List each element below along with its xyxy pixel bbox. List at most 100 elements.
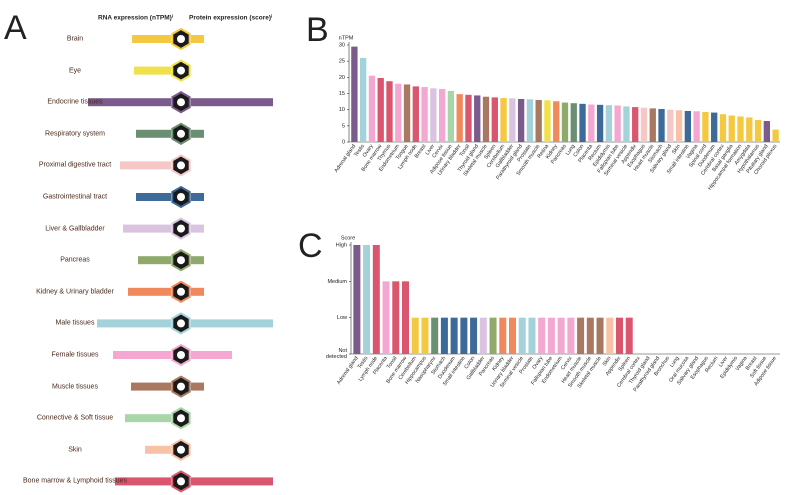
bar: [711, 112, 718, 142]
rna-bar: [136, 129, 171, 138]
bar: [465, 94, 472, 142]
rna-bar: [125, 414, 171, 423]
y-tick-label: 15: [339, 91, 345, 97]
bar: [470, 317, 478, 354]
protein-bar: [191, 351, 232, 359]
bar: [553, 101, 560, 142]
column-header: RNA expression (nTPM)ⁱ: [98, 13, 173, 22]
bar: [615, 317, 624, 354]
bar: [579, 103, 586, 142]
bar: [440, 317, 448, 354]
bar: [517, 98, 525, 142]
protein-bar: [191, 319, 273, 328]
tissue-label: Liver & Gallbladder: [45, 225, 105, 233]
bar: [772, 129, 779, 142]
bar: [431, 317, 439, 354]
bar: [684, 110, 692, 142]
bar: [649, 108, 656, 142]
bar: [746, 117, 753, 142]
bar: [518, 317, 526, 354]
bar: [456, 94, 463, 142]
rna-bar: [123, 224, 171, 233]
x-tick-label: Skin: [602, 355, 613, 367]
protein-bar: [191, 287, 204, 296]
bar: [382, 281, 390, 354]
bar: [360, 57, 367, 142]
bar: [372, 245, 380, 354]
bar: [447, 90, 455, 142]
protein-bar: [191, 477, 273, 486]
bar: [508, 317, 517, 354]
tissue-icon-glyph: [177, 414, 185, 423]
bar: [658, 109, 665, 142]
tissue-label: Endocrine tissues: [47, 98, 103, 106]
tissue-icon-glyph: [177, 319, 185, 328]
tissue-icon-glyph: [177, 445, 185, 454]
bar: [430, 88, 437, 142]
tissue-label: Eye: [68, 67, 82, 75]
bar: [544, 100, 551, 142]
bar: [702, 111, 709, 142]
bar: [606, 317, 614, 354]
bar: [526, 99, 534, 142]
rna-bar: [132, 35, 171, 43]
tissue-label: Kidney & Urinary bladder: [36, 288, 114, 296]
bar: [567, 317, 575, 354]
rna-bar: [138, 256, 171, 265]
bar: [438, 88, 446, 142]
y-tick-label: Low: [337, 315, 347, 321]
bar: [351, 46, 358, 142]
rna-bar: [113, 351, 171, 359]
y-axis-label: Score: [341, 235, 355, 241]
tissue-label: Skin: [68, 446, 82, 454]
rna-bar: [120, 161, 171, 170]
bar: [557, 317, 565, 354]
bar: [489, 317, 497, 354]
bar: [596, 104, 604, 142]
y-tick-label: 10: [339, 107, 345, 113]
tissue-label: Pancreas: [60, 256, 90, 264]
bar: [623, 106, 630, 142]
bar: [460, 317, 468, 354]
rna-bar: [88, 98, 171, 107]
bar: [392, 281, 400, 354]
bar: [596, 317, 604, 354]
y-tick-label: High: [336, 242, 347, 248]
bar: [754, 120, 762, 142]
bar: [479, 317, 487, 354]
bar: [693, 111, 700, 142]
bar: [538, 317, 546, 354]
y-tick-label: 0: [342, 139, 345, 145]
tissue-label: Muscle tissues: [52, 383, 98, 391]
bar: [728, 115, 735, 142]
bar: [401, 281, 410, 354]
tissue-icon-glyph: [177, 66, 185, 75]
bar: [395, 83, 402, 142]
y-tick-label: Not detected: [326, 348, 348, 360]
tissue-label: Connective & Soft tissue: [36, 414, 114, 422]
panel-letter: B: [306, 11, 329, 49]
x-tick-label: Adrenal gland: [334, 143, 358, 173]
x-tick-label: Lung: [565, 143, 577, 156]
bar: [353, 245, 361, 354]
bar: [509, 98, 516, 142]
bar: [667, 109, 674, 142]
bar: [412, 86, 419, 142]
tissue-label: Brain: [66, 35, 84, 43]
bar: [763, 120, 770, 142]
panel-letter: C: [298, 227, 323, 265]
column-header: Protein expression (score)ⁱ: [189, 13, 272, 22]
bar: [632, 107, 639, 142]
bar: [368, 75, 376, 142]
bar: [605, 105, 613, 142]
bar: [386, 81, 393, 142]
bar: [577, 317, 585, 354]
bar: [588, 104, 595, 142]
tissue-icon-glyph: [177, 193, 185, 201]
protein-bar: [191, 129, 204, 138]
rna-bar: [115, 477, 171, 486]
bar: [737, 116, 744, 142]
panel-letter: A: [4, 9, 27, 47]
